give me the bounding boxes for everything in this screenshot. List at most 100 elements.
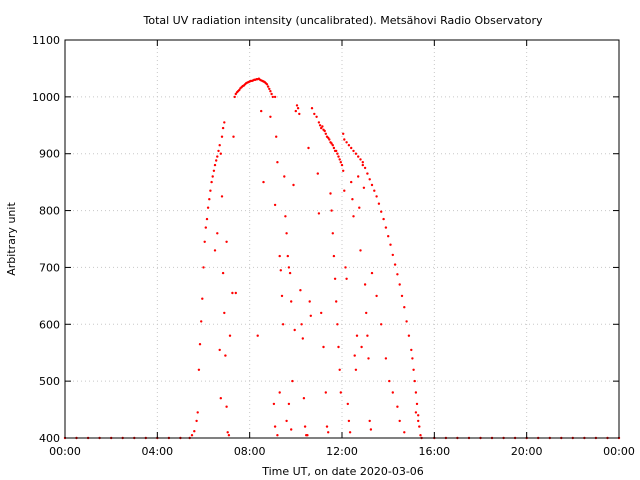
data-point bbox=[213, 163, 217, 167]
data-point bbox=[387, 235, 390, 238]
data-point bbox=[363, 166, 367, 170]
data-point bbox=[290, 300, 293, 303]
data-point bbox=[362, 186, 366, 189]
data-point bbox=[225, 405, 228, 408]
data-point bbox=[196, 411, 199, 414]
plot-frame bbox=[64, 39, 620, 439]
data-point bbox=[391, 391, 394, 394]
x-tick-label: 00:00 bbox=[49, 445, 81, 458]
data-point bbox=[317, 212, 321, 215]
data-point bbox=[276, 161, 279, 164]
data-point bbox=[197, 368, 201, 371]
data-point bbox=[337, 155, 340, 158]
data-point bbox=[375, 294, 378, 298]
data-point bbox=[306, 434, 309, 437]
data-point bbox=[315, 115, 318, 119]
y-tick-label: 500 bbox=[39, 375, 60, 388]
data-point bbox=[201, 297, 204, 300]
data-point bbox=[328, 138, 331, 141]
data-point bbox=[396, 273, 399, 276]
data-point bbox=[270, 92, 273, 96]
data-point bbox=[316, 172, 319, 175]
data-point bbox=[216, 232, 219, 235]
data-point bbox=[218, 144, 221, 147]
x-tick-label: 00:00 bbox=[603, 445, 635, 458]
data-point bbox=[375, 195, 378, 198]
data-point bbox=[190, 434, 194, 437]
x-tick-label: 20:00 bbox=[511, 445, 543, 458]
data-point bbox=[276, 434, 279, 437]
data-point bbox=[330, 209, 333, 212]
data-point bbox=[363, 283, 367, 286]
data-point bbox=[369, 428, 373, 431]
data-point bbox=[287, 402, 291, 406]
data-point bbox=[340, 163, 344, 167]
data-point bbox=[193, 430, 196, 433]
y-tick-label: 900 bbox=[39, 148, 60, 161]
data-point bbox=[366, 334, 369, 337]
data-point bbox=[336, 152, 339, 155]
data-point bbox=[355, 334, 359, 337]
data-point bbox=[203, 240, 206, 243]
data-point bbox=[212, 169, 216, 172]
data-point bbox=[280, 294, 284, 298]
data-point bbox=[337, 345, 340, 349]
data-point bbox=[301, 337, 304, 340]
data-point bbox=[358, 206, 361, 209]
data-point bbox=[206, 206, 210, 209]
data-point bbox=[273, 95, 277, 99]
data-point bbox=[300, 323, 303, 326]
data-point bbox=[273, 203, 277, 207]
data-point bbox=[226, 431, 229, 434]
data-point bbox=[294, 109, 297, 113]
data-point bbox=[393, 263, 397, 266]
data-point bbox=[400, 294, 404, 298]
data-point bbox=[234, 291, 237, 295]
data-point bbox=[273, 425, 277, 428]
data-point bbox=[302, 397, 306, 400]
data-point bbox=[233, 95, 236, 99]
data-point bbox=[225, 240, 228, 243]
data-point bbox=[205, 217, 209, 221]
data-point bbox=[313, 112, 316, 116]
data-point bbox=[310, 107, 314, 110]
data-point bbox=[285, 419, 288, 423]
data-point bbox=[343, 138, 346, 141]
data-point bbox=[215, 159, 218, 162]
data-point bbox=[350, 180, 353, 184]
axis-ticks: 00:00 04:00 08:00 12:00 16:00 20:00 00:0040050… bbox=[32, 34, 635, 458]
data-point bbox=[403, 431, 406, 434]
data-points bbox=[63, 77, 621, 440]
data-point bbox=[333, 277, 337, 280]
data-point bbox=[323, 129, 326, 133]
data-point bbox=[290, 428, 293, 431]
data-point bbox=[211, 175, 214, 178]
data-point bbox=[391, 253, 394, 257]
chart-title: Total UV radiation intensity (uncalibrat… bbox=[143, 14, 543, 27]
data-point bbox=[332, 254, 336, 258]
data-point bbox=[343, 189, 346, 192]
data-point bbox=[370, 271, 374, 275]
data-point bbox=[256, 334, 259, 337]
data-point bbox=[331, 144, 334, 147]
data-point bbox=[414, 411, 418, 414]
data-point bbox=[359, 249, 362, 252]
data-point bbox=[269, 90, 272, 93]
data-point bbox=[221, 126, 225, 130]
data-point bbox=[298, 112, 301, 116]
data-point bbox=[332, 146, 336, 150]
data-point bbox=[292, 183, 295, 187]
data-point bbox=[223, 311, 226, 315]
data-point bbox=[413, 379, 416, 383]
data-point bbox=[357, 155, 360, 158]
data-point bbox=[417, 419, 420, 423]
data-point bbox=[322, 345, 325, 349]
data-point bbox=[278, 254, 281, 258]
data-point bbox=[360, 345, 363, 349]
data-point bbox=[287, 266, 291, 269]
data-point bbox=[396, 405, 399, 408]
data-point bbox=[411, 357, 414, 360]
data-point bbox=[220, 195, 224, 198]
data-point bbox=[198, 343, 202, 346]
data-point bbox=[347, 144, 351, 147]
